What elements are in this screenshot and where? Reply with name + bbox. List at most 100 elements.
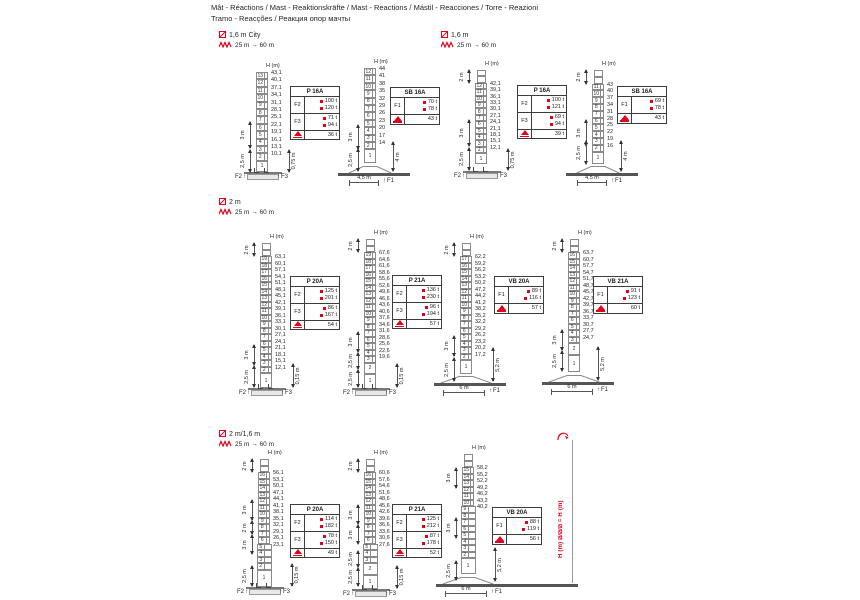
force-label-text: F3: [389, 390, 397, 396]
height-value: 44,2: [475, 293, 486, 299]
mast-cell: 9: [460, 308, 472, 315]
dimension-tick: [443, 389, 444, 396]
height-value: 41,2: [475, 299, 486, 306]
dimension-label-text: 2 m: [576, 72, 582, 82]
mast-cell: 9: [256, 101, 268, 109]
mast-section-number: 8: [476, 109, 484, 115]
ballast-triangle-icon: [520, 130, 529, 136]
ballast-icon-cell: [291, 320, 305, 330]
dimension: 2,5 m: [552, 350, 566, 372]
force-value-text: 69 t: [654, 98, 664, 104]
height-value: 25,1: [271, 114, 282, 121]
mast-section-number: 11: [257, 87, 265, 94]
dimension-label-text: 3 m: [240, 130, 246, 140]
ballast-icon-cell: [493, 534, 507, 544]
force-value-text: 70 t: [427, 99, 437, 105]
mast-cell: 2: [475, 146, 487, 154]
height-value: 14: [379, 140, 386, 146]
force-f1-label: ↑ F1: [597, 387, 608, 393]
force-label-text: F1: [615, 178, 623, 184]
zigzag-icon: [440, 40, 454, 50]
mast-cell: 1: [260, 373, 272, 388]
height-value: 24,7: [583, 334, 594, 341]
force-value: 201 t: [307, 295, 337, 302]
arrow-down-icon: [596, 377, 600, 381]
height-value: 16: [607, 142, 614, 149]
arrow-down-icon: [250, 531, 254, 535]
mast-cell: 13: [364, 491, 376, 498]
h-axis-label: H (m): [485, 61, 499, 67]
mast-cell: 4: [256, 138, 268, 146]
height-value: 38,1: [273, 509, 284, 515]
force-name: F2: [518, 96, 532, 112]
mast-section-icon: [219, 429, 226, 439]
dimension-label: 2 m: [576, 72, 582, 81]
arrow-down-icon: [454, 485, 458, 489]
height-value: 42,1: [490, 80, 501, 87]
ground-line: [246, 587, 284, 589]
dimension-line: [289, 150, 290, 172]
mast-cell: 10: [258, 511, 270, 518]
ballast-icon: [395, 320, 404, 328]
mast-section-number: 12: [365, 297, 373, 304]
arrow-down-icon: [356, 564, 360, 568]
height-value: 57,1: [275, 267, 286, 273]
mast-section-number: 14: [365, 284, 373, 291]
h-axis-label: H (m): [374, 59, 388, 65]
mast-cell: 2: [364, 362, 376, 374]
reaction-table: VB 20A F1 89 t 116 t 57 t: [494, 276, 544, 314]
ballast-value-text: 43 t: [654, 114, 664, 121]
reaction-table-title: P 16A: [291, 87, 339, 97]
mast-section-number: 18: [261, 262, 269, 269]
height-value: 33,1: [275, 319, 286, 325]
mast-cell: 8: [258, 524, 270, 531]
height-value: 15,1: [490, 138, 501, 145]
mast-section-number: 15: [261, 282, 269, 289]
force-name: F2: [291, 97, 305, 113]
dimension-line: [393, 142, 394, 171]
height-value: 35,1: [273, 515, 284, 522]
force-value-text: 96 t: [429, 303, 439, 310]
height-value: 67,6: [379, 250, 390, 256]
red-square-icon: [522, 527, 526, 531]
mast-cell: 2: [364, 142, 376, 150]
height-value: 51,6: [379, 489, 390, 496]
mast-section-number: 10: [261, 314, 269, 321]
mast-cell: 8: [592, 104, 604, 111]
height-value: 24,1: [275, 338, 286, 345]
mast-section-number: 8: [365, 324, 373, 330]
force-name: F2: [291, 287, 305, 303]
force-value: 121 t: [534, 104, 564, 111]
height-value: 56,2: [475, 267, 486, 273]
force-row: F3 96 t 194 t: [393, 302, 441, 320]
force-row: F3 71 t 94 t: [291, 113, 339, 131]
dimension-label: 2 m: [242, 461, 248, 470]
reaction-table-title: SB 16A: [391, 88, 439, 98]
height-range-row: 25 m → 60 m: [218, 207, 274, 217]
dimension-label-text: 3 m: [576, 128, 582, 138]
height-value: 23,2: [475, 338, 486, 345]
mast-cell: 19: [364, 252, 376, 259]
ballast-value-text: 57 t: [531, 304, 541, 311]
mast-cell: 1: [475, 153, 487, 165]
arrow-down-icon: [452, 253, 456, 257]
dimension-line: [254, 345, 255, 365]
mast-section-number: 7: [569, 311, 577, 317]
mast-section-number: 9: [259, 518, 267, 524]
mast-cell: 8: [460, 512, 476, 519]
mast-section-number: 9: [365, 317, 373, 323]
height-value: 29,2: [475, 325, 486, 332]
mast-cell: [569, 239, 579, 246]
mast-cell: 15: [568, 258, 580, 265]
force-row: F3 78 t 150 t: [291, 531, 339, 549]
ballast-bar-icon: [395, 325, 404, 328]
section-header: 1,6 m 25 m → 60 m: [440, 30, 496, 50]
mast-section-number: 6: [257, 125, 265, 131]
fixing-angle-icon: [268, 384, 273, 389]
dimension: 3 m: [348, 524, 362, 545]
red-square-icon: [319, 106, 323, 110]
ballast-icon: [497, 304, 506, 312]
force-value-text: 78 t: [654, 104, 664, 111]
arrow-down-icon: [252, 253, 256, 257]
mast-section-number: 7: [365, 106, 373, 112]
